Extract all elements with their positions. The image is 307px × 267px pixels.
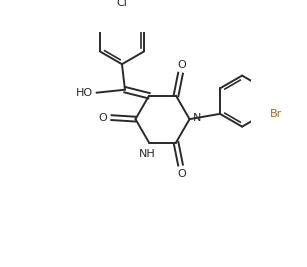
Text: NH: NH <box>139 149 156 159</box>
Text: HO: HO <box>76 88 93 98</box>
Text: Cl: Cl <box>117 0 127 8</box>
Text: N: N <box>193 113 201 123</box>
Text: O: O <box>178 169 186 179</box>
Text: O: O <box>178 60 186 70</box>
Text: Br: Br <box>270 109 282 119</box>
Text: O: O <box>98 113 107 123</box>
